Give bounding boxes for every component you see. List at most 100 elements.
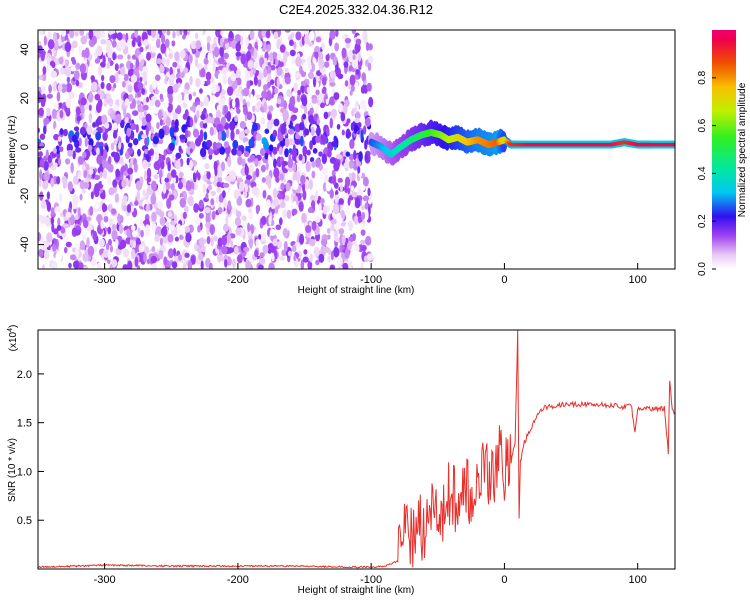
spectrogram-cell bbox=[329, 96, 336, 106]
spectrogram-cell bbox=[243, 246, 250, 253]
spectrogram-cell bbox=[310, 126, 315, 137]
spectrogram-cell bbox=[189, 148, 193, 154]
spectrogram-cell bbox=[277, 192, 284, 200]
spectrogram-cell bbox=[151, 30, 156, 38]
spectrogram-cell bbox=[337, 73, 344, 80]
spectrogram-cell bbox=[256, 94, 261, 100]
spectrogram-cell bbox=[279, 44, 286, 53]
spectrogram-cell bbox=[224, 38, 229, 44]
spectrogram-cell bbox=[72, 175, 79, 186]
spectrogram-cell bbox=[41, 263, 46, 269]
spectrogram-cell bbox=[294, 138, 301, 145]
spectrogram-cell bbox=[220, 30, 224, 36]
spectrogram-cell bbox=[158, 128, 165, 140]
spectrogram-cell bbox=[224, 175, 231, 181]
spectrogram-cell bbox=[255, 204, 260, 215]
spectrogram-cell bbox=[287, 250, 293, 257]
spectrogram-cell bbox=[112, 104, 119, 112]
spectrogram-cell bbox=[341, 47, 347, 59]
spectrogram-cell bbox=[216, 142, 222, 149]
spectrogram-cell bbox=[255, 133, 262, 141]
spectrogram-cell bbox=[329, 70, 336, 80]
spectrogram-cell bbox=[214, 166, 218, 177]
spectrogram-cell bbox=[258, 72, 264, 81]
spectrogram-cell bbox=[335, 30, 339, 37]
spectrogram-cell bbox=[216, 253, 224, 264]
spectrogram-cell bbox=[206, 171, 211, 180]
spectrogram-cell bbox=[168, 142, 175, 152]
svg-text:(x104): (x104) bbox=[7, 325, 19, 352]
spectrogram-cell bbox=[238, 181, 245, 192]
spectrogram-cell bbox=[75, 243, 79, 252]
spectrogram-cell bbox=[199, 129, 204, 139]
spectrogram-cell bbox=[298, 122, 305, 131]
spectrogram-cell bbox=[282, 109, 289, 121]
spectrogram-cell bbox=[342, 262, 349, 269]
spectrogram-cell bbox=[296, 89, 302, 96]
spectrogram-cell bbox=[287, 159, 294, 169]
spectrogram-cell bbox=[273, 118, 280, 127]
spectrogram-cell bbox=[209, 43, 213, 53]
spectrogram-cell bbox=[337, 103, 344, 113]
x-tick-label: 100 bbox=[629, 274, 647, 286]
spectrogram-cell bbox=[354, 42, 361, 53]
spectrogram-cell bbox=[209, 126, 214, 137]
spectrogram-cell bbox=[89, 205, 94, 216]
spectrogram-cell bbox=[184, 128, 189, 139]
spectrogram-cell bbox=[91, 257, 97, 267]
spectrogram-cell bbox=[264, 128, 270, 134]
spectrogram-cell bbox=[352, 54, 356, 60]
spectrogram-cell bbox=[39, 157, 45, 168]
spectrogram-cell bbox=[226, 233, 232, 244]
spectrogram-cell bbox=[349, 89, 353, 96]
spectrogram-cell bbox=[307, 71, 315, 80]
spectrogram-cell bbox=[255, 168, 260, 178]
spectrogram-cell bbox=[145, 204, 151, 212]
spectrogram-cell bbox=[89, 90, 93, 98]
spectrogram-cell bbox=[305, 161, 311, 172]
spectrogram-cell bbox=[253, 62, 259, 69]
spectrogram-cell bbox=[355, 111, 361, 120]
spectrogram-cell bbox=[357, 166, 361, 174]
spectrogram-cell bbox=[306, 149, 311, 156]
spectrogram-cell bbox=[345, 151, 351, 157]
spectrogram-cell bbox=[129, 123, 137, 131]
spectrogram-cell bbox=[73, 260, 80, 269]
spectrogram-cell bbox=[190, 40, 197, 50]
spectrogram-cell bbox=[356, 260, 361, 269]
spectrogram-cell bbox=[197, 246, 202, 254]
spectrogram-cell bbox=[245, 259, 252, 269]
spectrogram-cell bbox=[100, 219, 105, 230]
spectrogram-y-label: Frequency (Hz) bbox=[7, 116, 18, 185]
spectrogram-cell bbox=[269, 228, 276, 237]
spectrogram-cell bbox=[276, 53, 282, 61]
spectrogram-cell bbox=[345, 205, 350, 216]
spectrogram-cell bbox=[261, 137, 268, 145]
spectrogram-cell bbox=[75, 79, 80, 87]
spectrogram-cell bbox=[354, 215, 359, 225]
spectrogram-cell bbox=[74, 229, 81, 236]
spectrogram-cell bbox=[325, 98, 329, 105]
spectrogram-cell bbox=[144, 224, 151, 236]
spectrogram-cell bbox=[121, 179, 127, 189]
spectrogram-cell bbox=[137, 82, 144, 91]
spectrogram-cell bbox=[318, 58, 325, 69]
spectrogram-cell bbox=[60, 83, 68, 93]
spectrogram-cell bbox=[73, 126, 80, 132]
spectrogram-cell bbox=[183, 93, 189, 104]
spectrogram-cell bbox=[45, 64, 51, 71]
spectrogram-cell bbox=[50, 70, 57, 78]
spectrogram-cell bbox=[333, 161, 340, 172]
spectrogram-cell bbox=[161, 30, 167, 35]
spectrogram-cell bbox=[235, 42, 241, 53]
spectrogram-cell bbox=[252, 105, 256, 113]
spectrogram-cell bbox=[167, 85, 174, 96]
spectrogram-cell bbox=[65, 211, 72, 218]
spectrogram-cell bbox=[42, 241, 47, 252]
spectrogram-cell bbox=[284, 30, 291, 33]
spectrogram-cell bbox=[266, 90, 272, 101]
spectrogram-cell bbox=[278, 61, 284, 68]
spectrogram-cell bbox=[55, 251, 62, 262]
spectrogram-cell bbox=[175, 152, 182, 159]
spectrogram-cell bbox=[323, 111, 329, 120]
